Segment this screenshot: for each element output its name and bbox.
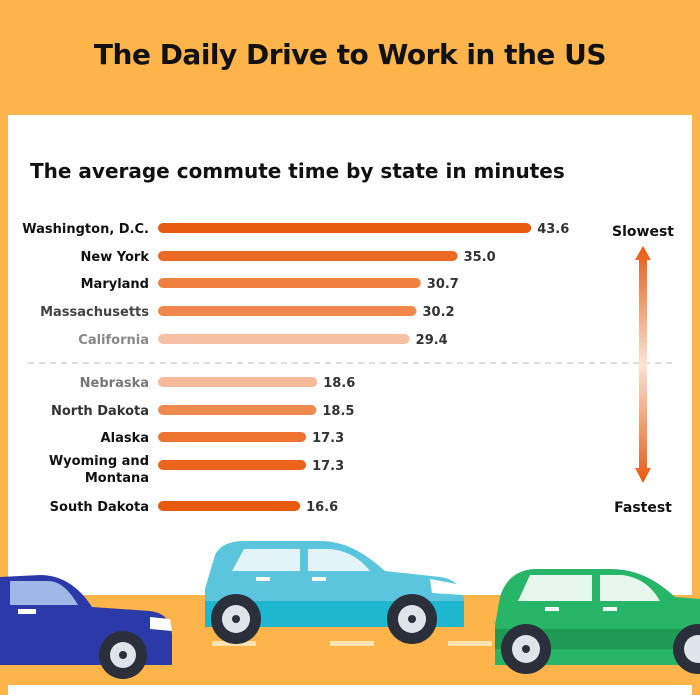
bar <box>158 251 458 261</box>
value-label: 16.6 <box>306 500 338 515</box>
bar <box>158 306 417 316</box>
bar <box>158 223 532 233</box>
green-car-icon <box>495 569 700 674</box>
category-label: North Dakota <box>51 404 149 419</box>
bar <box>158 501 301 511</box>
speed-scale-arrow <box>635 246 651 483</box>
category-label: Maryland <box>81 277 149 292</box>
category-label: Alaska <box>101 431 149 446</box>
chart-title: The average commute time by state in min… <box>30 159 565 183</box>
page-title: The Daily Drive to Work in the US <box>93 38 607 71</box>
category-label: Nebraska <box>80 376 149 391</box>
bar <box>158 377 318 387</box>
category-label: Wyoming and Montana <box>49 454 149 486</box>
bar <box>158 460 307 470</box>
cars-illustration <box>0 541 700 685</box>
category-label: New York <box>81 250 150 265</box>
slowest-label: Slowest <box>612 224 674 240</box>
value-label: 17.3 <box>312 459 344 474</box>
value-label: 30.7 <box>427 277 459 292</box>
bar <box>158 405 317 415</box>
lane-dash <box>330 641 374 646</box>
value-label: 43.6 <box>537 222 569 237</box>
fastest-label: Fastest <box>614 500 672 516</box>
bar <box>158 278 421 288</box>
lane-dash <box>448 641 492 646</box>
commute-bar-chart: The average commute time by state in min… <box>22 159 674 516</box>
value-label: 17.3 <box>312 431 344 446</box>
teal-car-icon <box>205 541 464 644</box>
value-label: 18.5 <box>322 404 354 419</box>
value-label: 29.4 <box>416 333 448 348</box>
bars-group: Washington, D.C. 43.6 New York 35.0 Maryland… <box>22 222 569 515</box>
value-label: 35.0 <box>464 250 496 265</box>
value-label: 18.6 <box>323 376 355 391</box>
value-label: 30.2 <box>423 305 455 320</box>
blue-car-icon <box>0 575 172 679</box>
bar <box>158 432 307 442</box>
bar <box>158 334 410 344</box>
category-label: California <box>78 333 149 348</box>
category-label: Massachusetts <box>40 305 149 320</box>
category-label: Washington, D.C. <box>22 222 149 237</box>
category-label: South Dakota <box>50 500 149 515</box>
